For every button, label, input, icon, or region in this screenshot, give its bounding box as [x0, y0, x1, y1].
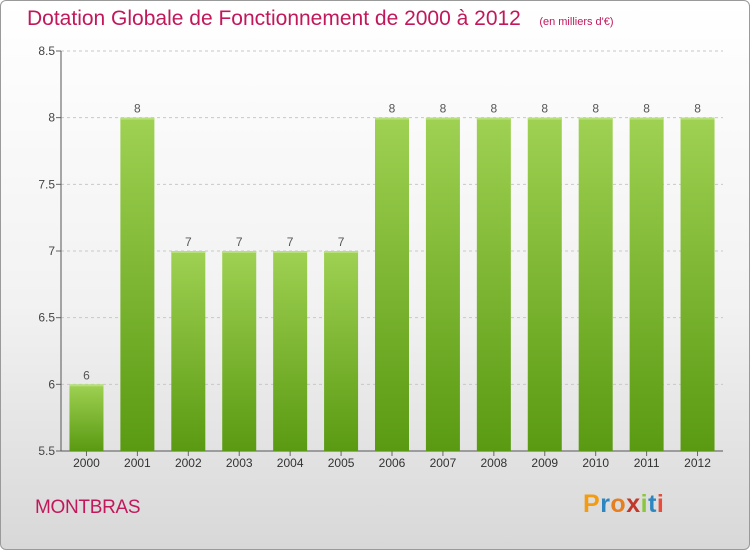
data-label: 8: [440, 102, 447, 116]
data-label: 7: [287, 235, 294, 249]
data-label: 6: [83, 368, 90, 382]
chart-subtitle: (en milliers d'€): [539, 16, 614, 28]
y-tick-label: 8: [48, 111, 55, 125]
bar-highlight: [120, 117, 155, 120]
data-label: 8: [541, 102, 548, 116]
bar-highlight: [222, 251, 257, 253]
bar-highlight: [476, 117, 511, 120]
bar-highlight: [69, 384, 104, 387]
bar-highlight: [425, 117, 460, 120]
title-row: Dotation Globale de Fonctionnement de 20…: [27, 7, 614, 31]
logo-letter: i: [656, 490, 665, 518]
x-tick-label: 2001: [124, 456, 151, 470]
data-label: 7: [185, 235, 192, 249]
logo-letter: i: [640, 490, 649, 518]
data-label: 8: [389, 102, 396, 116]
bar-2010: [578, 117, 613, 452]
x-tick-label: 2003: [226, 456, 253, 470]
bar-2002: [171, 251, 206, 451]
bar-2003: [222, 251, 257, 451]
y-tick-label: 7: [48, 244, 55, 258]
bar-2008: [476, 117, 511, 452]
bar-2006: [375, 117, 409, 452]
bar-2007: [425, 117, 460, 452]
bar-2009: [527, 117, 562, 452]
logo-letter: o: [610, 490, 627, 518]
x-tick-label: 2009: [531, 456, 558, 470]
logo-letter: P: [583, 490, 601, 518]
data-label: 8: [134, 102, 141, 116]
x-tick-label: 2012: [684, 456, 711, 470]
logo-letter: t: [648, 490, 657, 518]
logo-letter: x: [626, 490, 641, 518]
y-tick-label: 8.5: [38, 44, 55, 58]
x-tick-label: 2010: [582, 456, 609, 470]
data-label: 7: [338, 235, 345, 249]
data-label: 8: [592, 102, 599, 116]
bar-2012: [680, 117, 715, 452]
x-tick-label: 2008: [480, 456, 507, 470]
bar-highlight: [375, 117, 409, 120]
x-tick-label: 2002: [175, 456, 202, 470]
x-tick-label: 2005: [328, 456, 355, 470]
y-tick-label: 6.5: [38, 311, 55, 325]
bar-highlight: [578, 117, 613, 120]
bar-2005: [324, 251, 359, 451]
logo-letter: r: [600, 490, 611, 518]
bar-highlight: [527, 117, 562, 120]
bar-highlight: [680, 117, 715, 120]
data-label: 7: [236, 235, 243, 249]
data-label: 8: [643, 102, 650, 116]
x-tick-label: 2004: [277, 456, 304, 470]
bar-2011: [629, 117, 664, 452]
chart-title: Dotation Globale de Fonctionnement de 20…: [27, 7, 521, 30]
y-tick-label: 6: [48, 377, 55, 391]
bar-2000: [69, 384, 104, 451]
y-tick-label: 5.5: [38, 444, 55, 458]
y-tick-label: 7.5: [38, 177, 55, 191]
commune-name: MONTBRAS: [35, 497, 141, 518]
x-tick-label: 2007: [430, 456, 457, 470]
bar-2001: [120, 117, 155, 452]
x-tick-label: 2000: [73, 456, 100, 470]
bar-highlight: [629, 117, 664, 120]
data-label: 8: [694, 102, 701, 116]
x-tick-label: 2006: [379, 456, 406, 470]
bar-highlight: [273, 251, 308, 253]
bar-highlight: [171, 251, 206, 253]
bar-highlight: [324, 251, 359, 253]
data-label: 8: [491, 102, 498, 116]
bar-2004: [273, 251, 308, 451]
x-tick-label: 2011: [634, 456, 660, 470]
proxiti-logo: Proxiti: [583, 490, 664, 519]
